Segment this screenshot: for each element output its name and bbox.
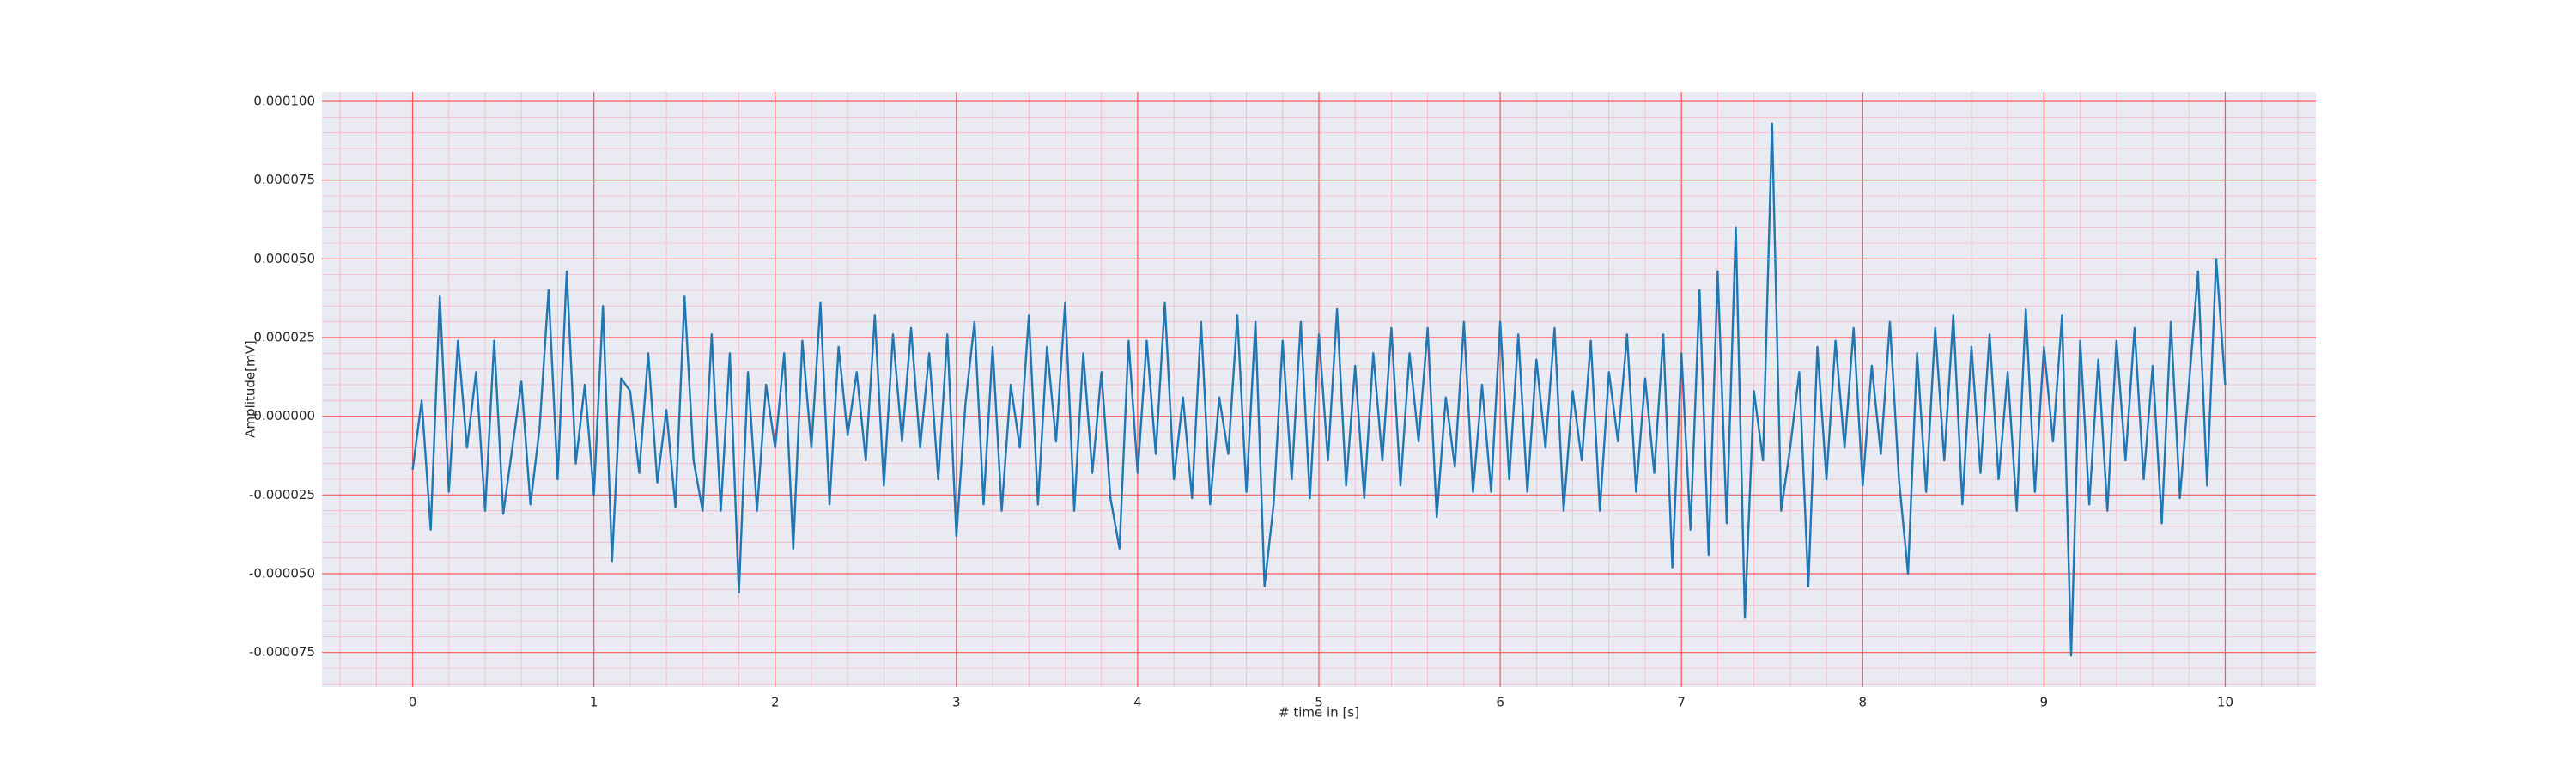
x-tick-label: 9 (2040, 695, 2049, 710)
x-tick-label: 0 (409, 695, 417, 710)
x-tick-label: 1 (590, 695, 598, 710)
signal-line (411, 122, 2227, 657)
x-tick-label: 2 (771, 695, 780, 710)
y-tick-label: 0.000050 (253, 251, 315, 266)
y-tick-label: 0.000000 (253, 408, 315, 423)
x-tick-label: 7 (1677, 695, 1686, 710)
x-tick-label: 3 (952, 695, 961, 710)
y-tick-label: -0.000075 (249, 644, 315, 660)
x-tick-label: 8 (1858, 695, 1867, 710)
y-tick-label: -0.000025 (249, 487, 315, 502)
x-tick-label: 5 (1315, 695, 1323, 710)
x-axis-label: # time in [s] (1279, 705, 1359, 721)
x-tick-label: 4 (1133, 695, 1142, 710)
x-tick-label: 6 (1496, 695, 1504, 710)
y-tick-label: -0.000050 (249, 566, 315, 581)
y-tick-label: 0.000100 (253, 94, 315, 109)
y-axis-label: Amplitude[mV] (243, 340, 258, 437)
y-tick-label: 0.000075 (253, 172, 315, 187)
y-tick-label: 0.000025 (253, 330, 315, 345)
x-tick-label: 10 (2217, 695, 2233, 710)
